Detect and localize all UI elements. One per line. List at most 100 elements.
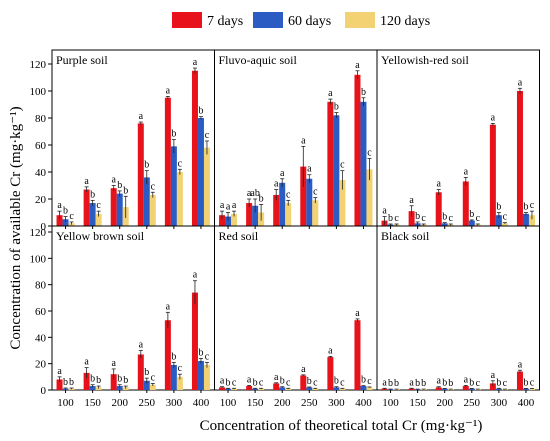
panel-frame [51,49,215,227]
bar [56,379,63,390]
bar [149,194,156,226]
significance-label: a [247,374,252,385]
significance-label: b [117,374,122,385]
bar [366,169,373,226]
x-tick-label: 300 [491,397,508,409]
significance-label: a [409,377,414,388]
significance-label: b [63,206,68,217]
legend-swatch [172,12,202,28]
x-tick-label: 300 [166,397,183,409]
bar [528,388,535,390]
bar [339,388,346,390]
significance-label: a [57,200,62,211]
y-tick-label: 80 [35,113,47,125]
bar [447,389,454,390]
bar [231,213,238,226]
bar [495,388,502,390]
legend-label: 120 days [380,14,430,29]
significance-label: b [96,375,101,386]
significance-label: a [220,200,225,211]
significance-label: a [301,364,306,375]
significance-label: a [355,60,360,71]
significance-label: c [340,160,345,171]
significance-label: a [139,340,144,351]
panel-frame [214,49,378,227]
bar [95,213,102,226]
x-tick-label: 150 [247,397,264,409]
significance-label: b [198,347,203,358]
bar [522,213,529,226]
bar [462,386,469,390]
bar [462,181,469,226]
significance-label: b [523,202,528,213]
bar [143,380,150,390]
panel-title: Yellowish-red soil [381,53,469,67]
significance-label: b [442,212,447,223]
significance-label: a [328,88,333,99]
significance-label: c [151,372,156,383]
x-tick-label: 100 [220,397,237,409]
significance-label: c [69,211,74,222]
bar [225,216,232,226]
significance-label: c [530,377,535,388]
x-tick-label: 150 [409,397,426,409]
significance-label: c [394,213,399,224]
significance-label: c [313,377,318,388]
legend-entry: 120 days [345,12,430,29]
y-tick-label: 80 [35,280,47,292]
significance-label: b [334,102,339,113]
significance-label: a [84,176,89,187]
legend-swatch [345,12,375,28]
significance-label: a [193,270,198,281]
x-tick-label: 250 [139,397,156,409]
bar [516,371,523,390]
significance-label: b [442,377,447,388]
legend: 7 days 60 days 120 days [172,12,430,29]
significance-label: a [226,202,231,213]
bar [516,91,523,226]
significance-label: a [232,200,237,211]
x-tick-label: 250 [464,397,481,409]
bar [56,215,63,226]
bar [231,388,238,390]
bar [258,388,265,390]
significance-label: a [518,359,523,370]
bar [360,386,367,390]
significance-label: a [436,179,441,190]
significance-label: c [367,376,372,387]
bar [191,292,198,390]
significance-label: a [247,188,252,199]
significance-label: a [220,376,225,387]
significance-label: c [503,378,508,389]
bar [203,364,210,390]
bar [474,389,481,390]
y-tick-label: 120 [30,227,47,239]
bar [501,223,508,226]
bar [83,189,90,226]
significance-label: a [464,374,469,385]
legend-swatch [253,12,283,28]
significance-label: b [361,375,366,386]
bar [354,74,361,226]
significance-label: c [96,200,101,211]
y-tick-label: 0 [41,385,47,397]
bar [203,147,210,226]
significance-label: c [448,213,453,224]
bar [252,388,259,390]
significance-label: b [198,106,203,117]
panel-title: Black soil [381,229,430,243]
significance-label: a [166,85,171,96]
x-tick-label: 400 [355,397,372,409]
significance-label: c [178,363,183,374]
significance-label: b [415,378,420,389]
significance-label: c [286,189,291,200]
significance-label: c [476,213,481,224]
significance-label: b [90,189,95,200]
bar [468,388,475,390]
significance-label: b [144,367,149,378]
panel-title: Purple soil [56,53,108,67]
